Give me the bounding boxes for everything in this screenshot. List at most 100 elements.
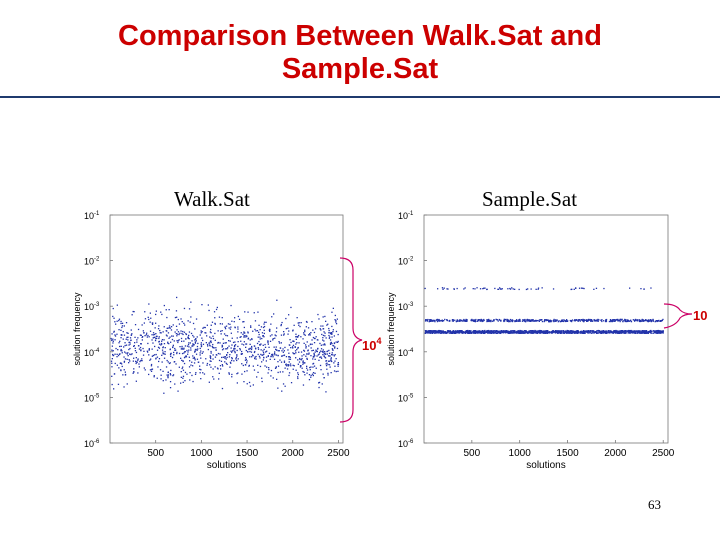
samplesat-x-tick-label: 1000 bbox=[509, 448, 532, 459]
walksat-data-point bbox=[205, 332, 207, 334]
samplesat-data-point bbox=[569, 331, 572, 334]
walksat-data-point bbox=[251, 356, 253, 358]
walksat-data-point bbox=[314, 372, 316, 374]
walksat-y-tick-label: 10-1 bbox=[84, 211, 100, 221]
samplesat-data-point bbox=[566, 329, 568, 332]
samplesat-data-point bbox=[567, 330, 570, 332]
samplesat-data-point bbox=[441, 332, 443, 334]
walksat-data-point bbox=[182, 381, 184, 383]
walksat-data-point bbox=[160, 374, 162, 376]
walksat-data-point bbox=[259, 336, 261, 338]
samplesat-data-point bbox=[642, 319, 644, 321]
walksat-data-point bbox=[182, 360, 184, 363]
walksat-data-point bbox=[277, 365, 280, 367]
samplesat-data-point bbox=[489, 330, 491, 332]
walksat-data-point bbox=[167, 371, 169, 373]
walksat-data-point bbox=[135, 360, 137, 362]
walksat-data-point bbox=[167, 342, 169, 344]
samplesat-data-point bbox=[490, 319, 492, 321]
walksat-data-point bbox=[336, 341, 339, 343]
walksat-x-tick-label: 1500 bbox=[236, 448, 259, 459]
walksat-data-point bbox=[333, 362, 335, 364]
walksat-data-point bbox=[164, 347, 166, 349]
samplesat-data-point bbox=[467, 330, 469, 332]
walksat-data-point bbox=[145, 334, 147, 336]
walksat-data-point bbox=[274, 334, 276, 336]
walksat-data-point bbox=[335, 330, 338, 333]
walksat-data-point bbox=[243, 335, 245, 337]
walksat-data-point bbox=[134, 342, 136, 344]
samplesat-data-point bbox=[529, 319, 531, 321]
walksat-data-point bbox=[332, 307, 334, 309]
walksat-y-tick-label: 10-3 bbox=[84, 302, 100, 312]
walksat-data-point bbox=[326, 362, 328, 364]
walksat-data-point bbox=[241, 353, 243, 355]
walksat-data-point bbox=[111, 366, 113, 368]
walksat-data-point bbox=[200, 357, 202, 359]
walksat-data-point bbox=[254, 356, 256, 358]
walksat-data-point bbox=[276, 299, 278, 301]
samplesat-data-point bbox=[456, 287, 458, 290]
walksat-data-point bbox=[236, 337, 238, 339]
samplesat-data-point bbox=[603, 287, 605, 290]
walksat-data-point bbox=[133, 368, 135, 370]
samplesat-data-point bbox=[486, 319, 488, 321]
samplesat-data-point bbox=[428, 331, 431, 334]
walksat-data-point bbox=[210, 332, 212, 334]
walksat-data-point bbox=[233, 349, 235, 351]
walksat-data-point bbox=[245, 343, 248, 345]
samplesat-data-point bbox=[483, 319, 485, 322]
walksat-data-point bbox=[228, 327, 230, 329]
walksat-data-point bbox=[231, 344, 233, 346]
walksat-data-point bbox=[322, 316, 324, 318]
samplesat-data-point bbox=[459, 319, 461, 321]
walksat-data-point bbox=[257, 348, 260, 350]
walksat-data-point bbox=[266, 366, 268, 368]
walksat-data-point bbox=[214, 317, 216, 319]
walksat-data-point bbox=[186, 349, 188, 352]
samplesat-data-point bbox=[548, 331, 551, 333]
walksat-data-point bbox=[199, 352, 201, 354]
walksat-data-point bbox=[112, 338, 114, 340]
walksat-data-point bbox=[303, 354, 305, 356]
walksat-data-point bbox=[201, 337, 203, 339]
samplesat-data-point bbox=[429, 320, 431, 322]
samplesat-data-point bbox=[428, 319, 431, 321]
samplesat-data-point bbox=[558, 330, 560, 332]
walksat-data-point bbox=[237, 345, 239, 348]
walksat-data-point bbox=[127, 339, 129, 341]
samplesat-data-point bbox=[654, 332, 657, 334]
walksat-data-point bbox=[156, 349, 159, 351]
walksat-data-point bbox=[151, 323, 154, 325]
samplesat-data-point bbox=[498, 332, 501, 334]
samplesat-data-point bbox=[612, 319, 614, 321]
samplesat-data-point bbox=[586, 320, 588, 322]
walksat-data-point bbox=[180, 318, 182, 320]
walksat-data-point bbox=[127, 352, 129, 354]
samplesat-data-point bbox=[577, 320, 579, 322]
samplesat-data-point bbox=[576, 319, 578, 321]
walksat-data-point bbox=[136, 361, 138, 363]
walksat-data-point bbox=[183, 352, 185, 354]
samplesat-data-point bbox=[639, 320, 641, 323]
samplesat-data-point bbox=[645, 319, 647, 321]
walksat-data-point bbox=[143, 350, 145, 352]
walksat-data-point bbox=[163, 392, 165, 394]
walksat-data-point bbox=[314, 358, 316, 360]
walksat-data-point bbox=[235, 358, 237, 360]
walksat-data-point bbox=[268, 346, 270, 348]
walksat-data-point bbox=[128, 344, 130, 346]
walksat-data-point bbox=[152, 354, 154, 357]
samplesat-data-point bbox=[544, 332, 546, 334]
walksat-data-point bbox=[184, 351, 186, 353]
walksat-data-point bbox=[183, 307, 186, 310]
walksat-data-point bbox=[141, 324, 143, 326]
walksat-data-point bbox=[185, 333, 188, 336]
walksat-data-point bbox=[211, 345, 213, 348]
walksat-data-point bbox=[324, 315, 326, 318]
walksat-data-point bbox=[328, 334, 330, 337]
samplesat-data-point bbox=[627, 319, 629, 322]
walksat-data-point bbox=[308, 345, 310, 347]
walksat-data-point bbox=[279, 371, 281, 373]
samplesat-data-point bbox=[428, 321, 430, 323]
